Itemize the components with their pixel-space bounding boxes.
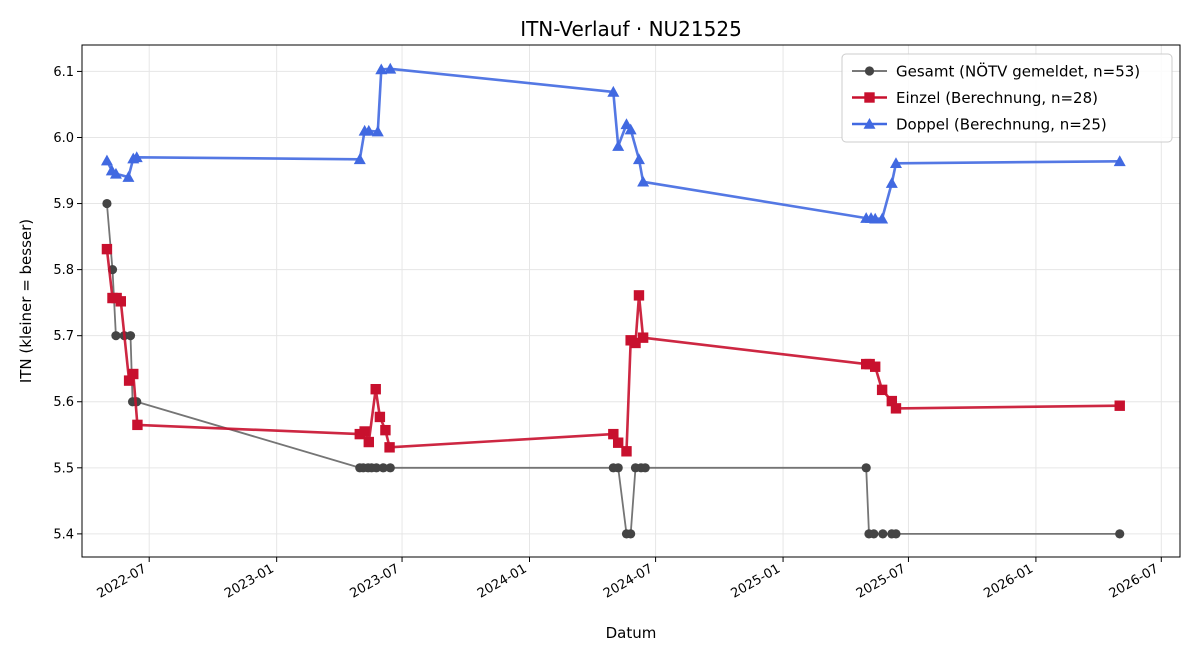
- y-tick-label: 6.1: [53, 65, 74, 80]
- data-point-doppel: [637, 175, 650, 187]
- data-point-doppel: [130, 151, 143, 163]
- data-point-gesamt: [371, 463, 382, 473]
- data-point-einzel: [363, 436, 374, 448]
- series-layer: [100, 62, 1126, 539]
- data-point-einzel: [630, 337, 641, 349]
- series-einzel: [101, 243, 1125, 457]
- data-point-einzel: [1114, 400, 1125, 411]
- data-point-einzel: [132, 419, 143, 431]
- y-tick-label: 5.8: [53, 263, 74, 278]
- data-point-einzel: [612, 437, 624, 448]
- legend-label-gesamt: Gesamt (NÖTV gemeldet, n=53): [896, 62, 1140, 81]
- data-point-gesamt: [891, 529, 901, 539]
- data-point-gesamt: [125, 331, 136, 341]
- legend-label-einzel: Einzel (Berechnung, n=28): [896, 89, 1098, 107]
- data-point-doppel: [885, 177, 898, 188]
- data-point-einzel: [115, 296, 126, 307]
- data-point-gesamt: [878, 529, 888, 539]
- legend-label-doppel: Doppel (Berechnung, n=25): [896, 116, 1107, 134]
- y-tick-label: 5.5: [53, 461, 74, 476]
- data-point-doppel: [109, 167, 122, 179]
- plot-area-frame: [81, 44, 1181, 558]
- data-point-doppel: [876, 212, 889, 224]
- y-axis-label: ITN (kleiner = besser): [17, 219, 35, 383]
- data-point-doppel: [889, 157, 902, 169]
- legend-marker-einzel: [864, 92, 875, 103]
- data-point-gesamt: [1115, 529, 1125, 539]
- series-gesamt: [102, 198, 1125, 539]
- y-tick-label: 5.4: [53, 527, 74, 542]
- data-point-doppel: [375, 63, 388, 75]
- data-point-doppel: [384, 62, 397, 74]
- data-point-einzel: [370, 383, 381, 395]
- data-point-doppel: [612, 140, 625, 151]
- data-point-einzel: [621, 446, 632, 457]
- data-point-doppel: [607, 85, 620, 97]
- data-point-einzel: [864, 358, 875, 370]
- data-point-doppel: [632, 153, 645, 165]
- y-axis-ticks: 5.4 5.5 5.6 5.7 5.8 5.9 6.0 6.1: [53, 65, 82, 542]
- data-point-doppel: [362, 124, 375, 136]
- data-point-doppel: [624, 123, 637, 135]
- data-point-einzel: [633, 290, 645, 301]
- legend: Gesamt (NÖTV gemeldet, n=53) Einzel (Bere…: [841, 53, 1173, 143]
- data-point-einzel: [374, 411, 386, 423]
- data-point-einzel: [608, 428, 619, 440]
- data-point-einzel: [637, 332, 649, 343]
- data-point-einzel: [886, 395, 898, 407]
- data-point-gesamt: [869, 529, 879, 539]
- y-tick-label: 6.0: [53, 131, 74, 146]
- data-point-doppel: [100, 154, 113, 166]
- legend-marker-doppel: [863, 118, 876, 129]
- data-point-einzel: [101, 243, 113, 255]
- data-point-gesamt: [102, 198, 112, 209]
- y-tick-label: 5.6: [53, 395, 74, 410]
- data-point-doppel: [353, 153, 366, 165]
- legend-marker-gesamt: [864, 66, 875, 76]
- data-point-gesamt: [378, 463, 388, 473]
- data-point-doppel: [122, 171, 135, 182]
- data-point-gesamt: [111, 331, 121, 341]
- data-point-gesamt: [640, 463, 650, 473]
- data-point-gesamt: [613, 463, 623, 473]
- data-point-einzel: [384, 442, 395, 453]
- data-point-einzel: [123, 375, 135, 386]
- data-point-einzel: [890, 403, 902, 414]
- data-point-einzel: [128, 368, 139, 380]
- data-point-gesamt: [861, 463, 871, 473]
- data-point-gesamt: [626, 529, 636, 539]
- x-axis-label: Datum: [606, 624, 657, 642]
- data-point-doppel: [1113, 155, 1126, 167]
- data-point-gesamt: [385, 463, 395, 473]
- data-point-doppel: [371, 125, 384, 137]
- series-doppel: [100, 62, 1126, 224]
- data-point-einzel: [380, 424, 391, 436]
- y-tick-label: 5.7: [53, 329, 74, 344]
- data-point-einzel: [869, 361, 881, 372]
- chart-title: ITN-Verlauf · NU21525: [520, 17, 742, 41]
- legend-box: [841, 53, 1173, 143]
- data-point-einzel: [359, 426, 370, 437]
- data-point-einzel: [876, 384, 888, 396]
- y-tick-label: 5.9: [53, 197, 74, 212]
